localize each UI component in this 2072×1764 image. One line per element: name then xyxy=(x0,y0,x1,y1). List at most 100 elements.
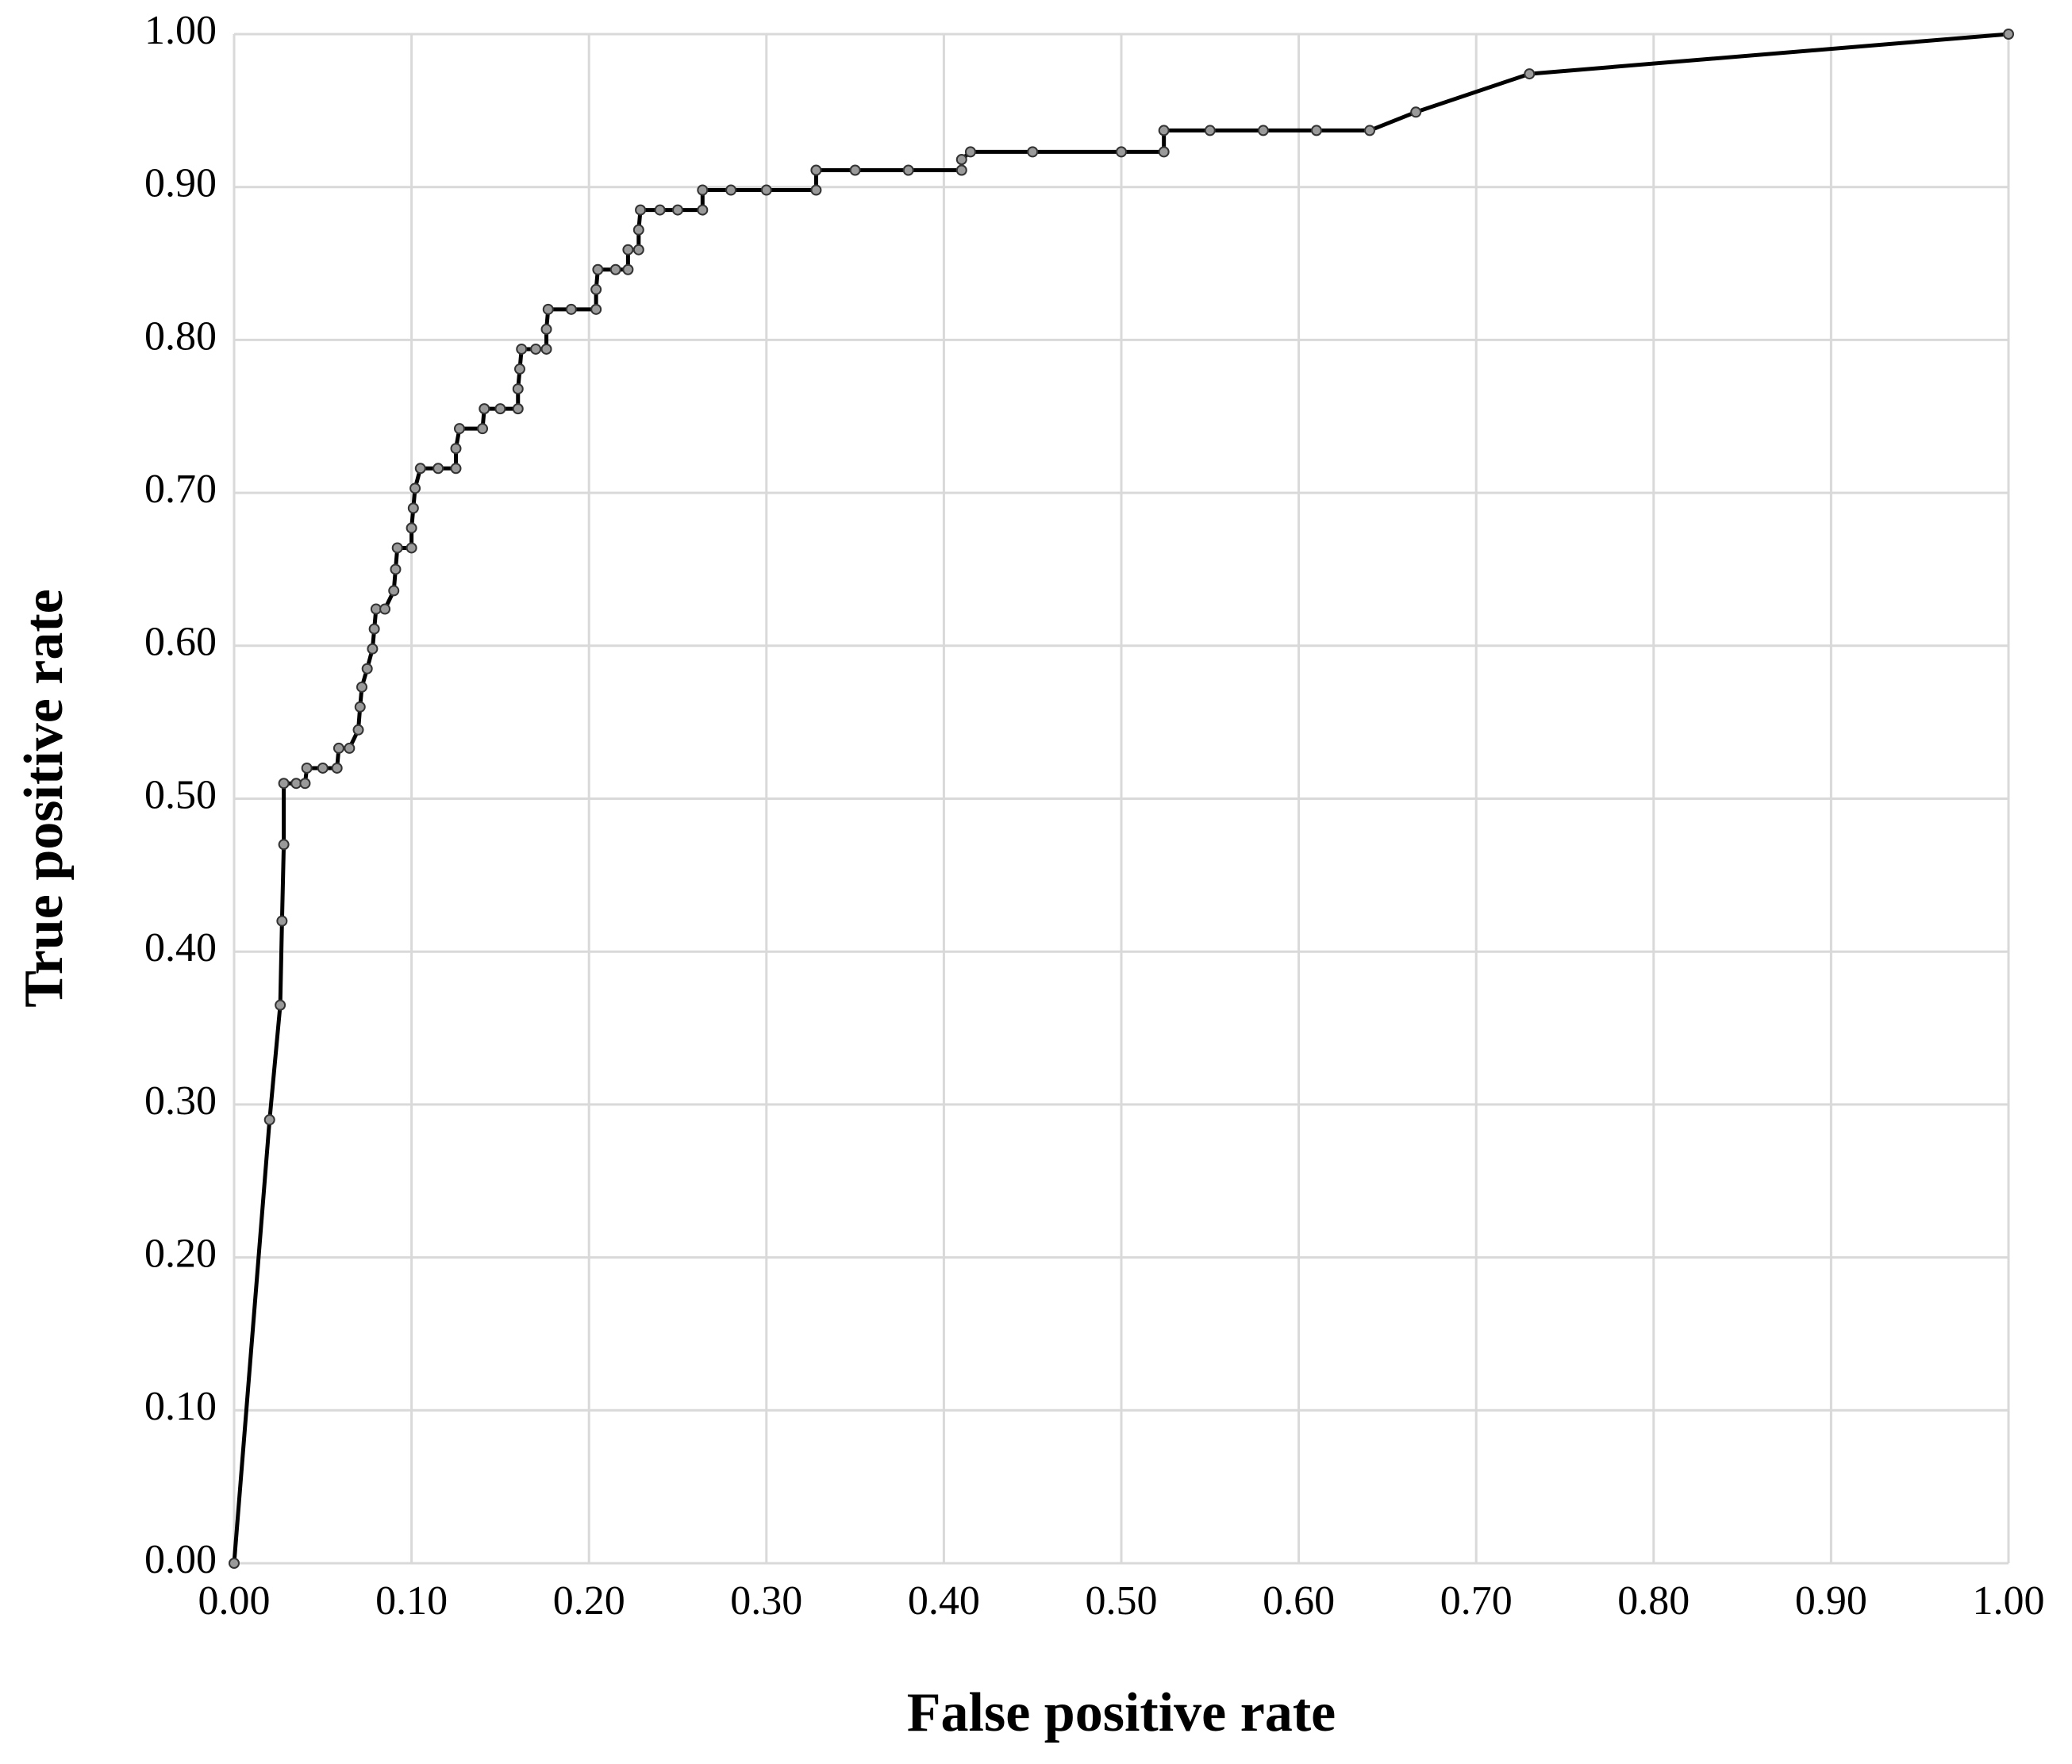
point-marker xyxy=(301,762,313,774)
point-marker xyxy=(672,204,683,216)
point-marker xyxy=(299,778,311,790)
point-marker xyxy=(725,184,737,196)
point-marker xyxy=(450,443,462,455)
point-marker xyxy=(622,244,634,256)
point-marker xyxy=(477,423,489,435)
point-marker xyxy=(275,999,286,1011)
point-marker xyxy=(450,463,462,475)
point-marker xyxy=(1158,125,1170,136)
x-tick-label: 0.40 xyxy=(908,1578,980,1624)
point-marker xyxy=(278,778,290,790)
y-tick-label: 0.70 xyxy=(144,467,217,512)
point-marker xyxy=(1364,125,1376,136)
x-tick-label: 0.70 xyxy=(1440,1578,1513,1624)
y-tick-label: 0.50 xyxy=(144,772,217,817)
point-marker xyxy=(654,204,666,216)
point-marker xyxy=(1257,125,1269,136)
point-marker xyxy=(697,184,709,196)
x-tick-label: 0.30 xyxy=(730,1578,802,1624)
point-marker xyxy=(955,154,967,166)
y-tick-label: 1.00 xyxy=(144,8,217,53)
point-marker xyxy=(391,542,403,554)
point-marker xyxy=(1204,125,1216,136)
x-tick-label: 0.50 xyxy=(1086,1578,1158,1624)
point-marker xyxy=(512,383,524,395)
point-marker xyxy=(697,204,709,216)
point-marker xyxy=(590,283,602,295)
point-marker xyxy=(1310,125,1322,136)
y-tick-label: 0.20 xyxy=(144,1232,217,1277)
point-marker xyxy=(276,915,288,927)
point-marker xyxy=(333,742,344,754)
y-tick-label: 0.40 xyxy=(144,925,217,970)
y-tick-label: 0.60 xyxy=(144,620,217,665)
point-marker xyxy=(810,184,822,196)
point-marker xyxy=(1158,146,1170,158)
point-marker xyxy=(810,164,822,176)
point-marker xyxy=(390,563,402,575)
x-tick-label: 0.20 xyxy=(553,1578,625,1624)
point-marker xyxy=(368,623,380,635)
point-marker xyxy=(565,303,577,315)
point-marker xyxy=(1116,146,1127,158)
y-tick-label: 0.90 xyxy=(144,161,217,206)
point-marker xyxy=(622,263,634,275)
point-marker xyxy=(414,463,426,475)
point-marker xyxy=(229,1558,240,1569)
point-marker xyxy=(632,224,644,236)
point-marker xyxy=(590,303,602,315)
x-axis-title: False positive rate xyxy=(907,1682,1336,1743)
point-marker xyxy=(388,585,400,597)
point-marker xyxy=(407,502,419,514)
point-marker xyxy=(263,1114,275,1126)
point-marker xyxy=(609,263,621,275)
point-marker xyxy=(513,363,525,375)
point-marker xyxy=(512,403,524,415)
point-marker xyxy=(317,762,329,774)
point-marker xyxy=(331,762,343,774)
point-marker xyxy=(2003,29,2014,40)
point-marker xyxy=(479,403,490,415)
point-marker xyxy=(849,164,861,176)
y-tick-label: 0.10 xyxy=(144,1384,217,1429)
y-axis-title: True positive rate xyxy=(13,589,75,1007)
point-marker xyxy=(964,146,976,158)
point-marker xyxy=(1410,106,1422,118)
point-marker xyxy=(361,663,373,674)
point-marker xyxy=(592,263,604,275)
point-marker xyxy=(635,204,647,216)
point-marker xyxy=(409,482,421,494)
x-tick-label: 1.00 xyxy=(1973,1578,2045,1624)
point-marker xyxy=(453,423,465,435)
x-tick-label: 0.60 xyxy=(1263,1578,1335,1624)
point-marker xyxy=(356,681,367,693)
point-marker xyxy=(542,303,554,315)
point-marker xyxy=(955,164,967,176)
point-marker xyxy=(367,643,379,655)
point-marker xyxy=(352,724,364,736)
point-marker xyxy=(432,463,444,475)
y-tick-label: 0.30 xyxy=(144,1078,217,1124)
point-marker xyxy=(278,839,290,851)
point-marker xyxy=(760,184,772,196)
x-tick-label: 0.80 xyxy=(1617,1578,1690,1624)
point-marker xyxy=(344,742,356,754)
point-marker xyxy=(406,522,417,534)
point-marker xyxy=(902,164,914,176)
point-marker xyxy=(540,323,552,335)
y-tick-label: 0.80 xyxy=(144,313,217,359)
point-marker xyxy=(494,403,506,415)
x-tick-label: 0.90 xyxy=(1795,1578,1867,1624)
point-marker xyxy=(540,343,552,355)
y-tick-label: 0.00 xyxy=(144,1537,217,1582)
point-marker xyxy=(516,343,528,355)
x-tick-label: 0.00 xyxy=(198,1578,271,1624)
x-tick-label: 0.10 xyxy=(375,1578,448,1624)
point-marker xyxy=(1027,146,1039,158)
point-marker xyxy=(632,244,644,256)
point-marker xyxy=(379,603,391,615)
point-marker xyxy=(530,343,542,355)
point-marker xyxy=(1524,68,1536,80)
point-marker xyxy=(354,701,366,713)
